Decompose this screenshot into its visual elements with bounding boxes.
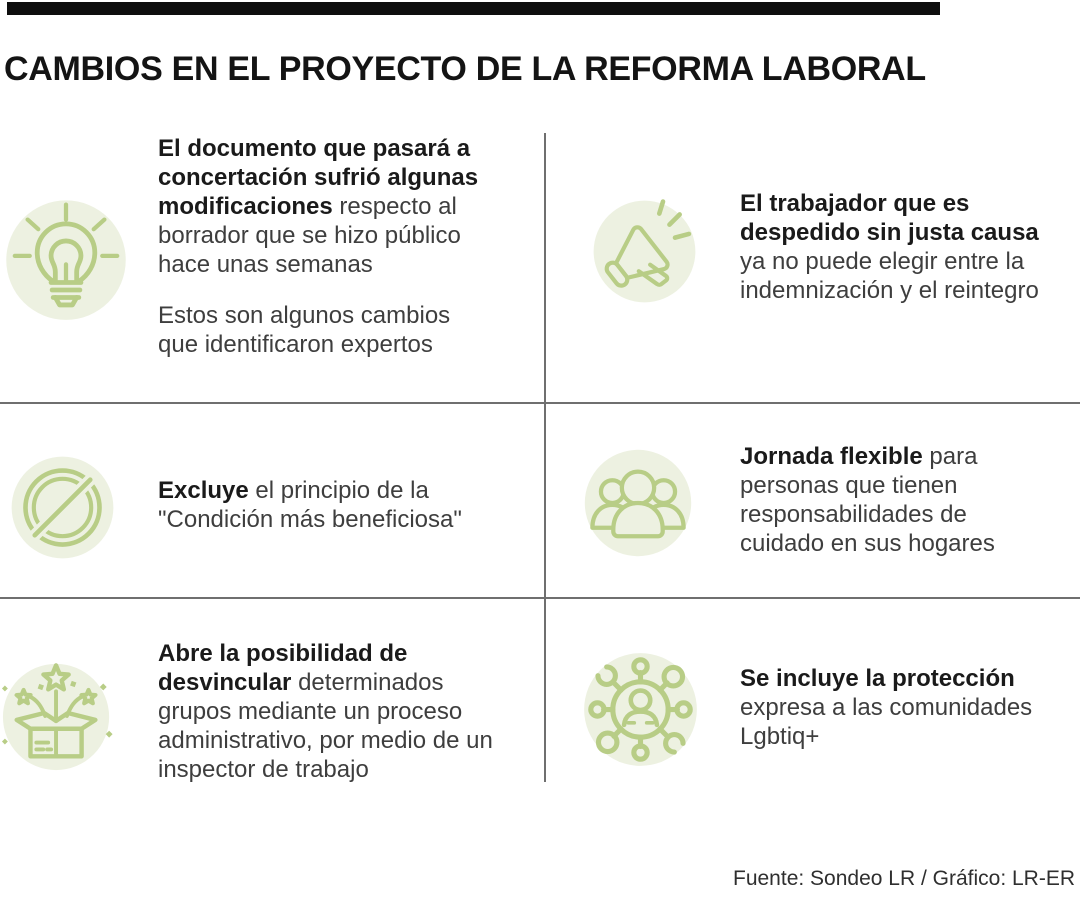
cell-text-regular: para personas que tienen responsabilidad… <box>740 443 995 557</box>
cell-text-regular: determinados grupos mediante un proceso … <box>158 669 493 783</box>
cell-text-bold: Abre la posibilidad de desvincular <box>158 640 408 696</box>
cell-text-secondary: Estos son algunos cambios que identifica… <box>158 302 451 358</box>
source-credit: Fuente: Sondeo LR / Gráfico: LR-ER <box>733 867 1075 890</box>
cell-text: El trabajador que es despedido sin justa… <box>740 189 1050 305</box>
cell-document-changes: El documento que pasará a concertación s… <box>158 134 488 359</box>
cell-text: Jornada flexible para personas que tiene… <box>740 442 1040 558</box>
people-group-icon <box>584 449 692 557</box>
prohibition-icon <box>11 456 114 559</box>
cell-excludes-principle: Excluye el principio de la "Condición má… <box>158 476 498 534</box>
cell-text: El documento que pasará a concertación s… <box>158 134 488 279</box>
surprise-box-icon <box>1 663 113 771</box>
cell-text-regular: respecto al borrador que se hizo público… <box>158 193 461 278</box>
lightbulb-icon <box>6 200 126 320</box>
cell-text-bold: El documento que pasará a concertación s… <box>158 135 479 220</box>
cell-dismissal-rule: El trabajador que es despedido sin justa… <box>740 189 1050 305</box>
cell-text-bold: Excluye <box>158 477 249 504</box>
top-accent-bar <box>7 2 940 15</box>
horizontal-divider-1 <box>0 402 1080 404</box>
cell-text-regular: ya no puede elegir entre la indemnizació… <box>740 248 1039 304</box>
cell-text-bold: Se incluye la protección <box>740 665 1015 692</box>
cell-text-regular: expresa a las comunidades Lgbtiq+ <box>740 694 1033 750</box>
vertical-divider <box>544 133 546 782</box>
page-title: CAMBIOS EN EL PROYECTO DE LA REFORMA LAB… <box>4 49 926 88</box>
megaphone-icon <box>593 199 696 303</box>
cell-text: Se incluye la protección expresa a las c… <box>740 664 1080 751</box>
cell-text: Excluye el principio de la "Condición má… <box>158 476 498 534</box>
cell-text-regular: el principio de la "Condición más benefi… <box>158 477 462 533</box>
cell-text: Abre la posibilidad de desvincular deter… <box>158 639 504 784</box>
cell-group-dismissal: Abre la posibilidad de desvincular deter… <box>158 639 504 784</box>
cell-flexible-schedule: Jornada flexible para personas que tiene… <box>740 442 1040 558</box>
cell-text-bold: Jornada flexible <box>740 443 923 470</box>
horizontal-divider-2 <box>0 597 1080 599</box>
cell-lgbtiq-protection: Se incluye la protección expresa a las c… <box>740 664 1080 751</box>
network-person-icon <box>584 653 697 766</box>
cell-text-bold: El trabajador que es despedido sin justa… <box>740 190 1039 246</box>
